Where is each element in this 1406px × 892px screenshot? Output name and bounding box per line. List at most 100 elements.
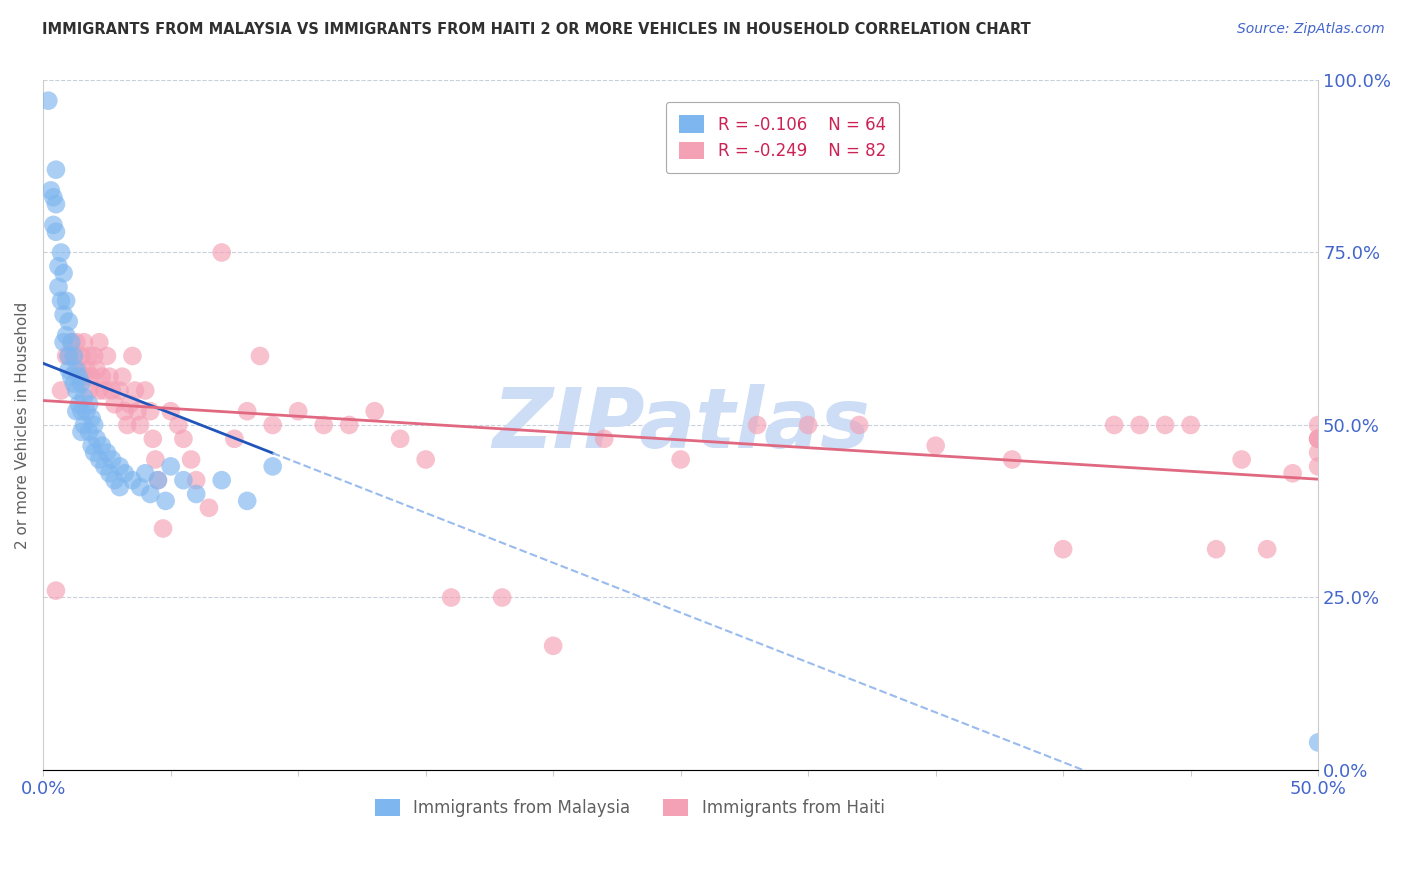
Point — [73, 335, 96, 350]
Point — [89, 335, 111, 350]
Point — [90, 369, 112, 384]
Point — [172, 473, 194, 487]
Point — [121, 473, 143, 487]
Point — [52, 266, 75, 280]
Point — [80, 439, 103, 453]
Point — [491, 591, 513, 605]
Point — [172, 432, 194, 446]
Point — [262, 459, 284, 474]
Point — [541, 639, 564, 653]
Point — [108, 480, 131, 494]
Point — [118, 397, 141, 411]
Point — [45, 225, 67, 239]
Point — [49, 384, 72, 398]
Point — [1308, 735, 1330, 749]
Point — [37, 94, 59, 108]
Point — [65, 335, 87, 350]
Point — [58, 314, 80, 328]
Point — [58, 363, 80, 377]
Text: IMMIGRANTS FROM MALAYSIA VS IMMIGRANTS FROM HAITI 2 OR MORE VEHICLES IN HOUSEHOL: IMMIGRANTS FROM MALAYSIA VS IMMIGRANTS F… — [42, 22, 1031, 37]
Point — [55, 328, 77, 343]
Point — [76, 363, 98, 377]
Point — [80, 369, 103, 384]
Point — [415, 452, 437, 467]
Point — [83, 445, 105, 459]
Point — [108, 459, 131, 474]
Point — [142, 432, 165, 446]
Point — [198, 500, 221, 515]
Point — [62, 349, 84, 363]
Point — [70, 376, 93, 391]
Point — [1308, 432, 1330, 446]
Point — [101, 384, 124, 398]
Point — [77, 384, 100, 398]
Point — [1001, 452, 1024, 467]
Point — [236, 404, 259, 418]
Point — [89, 452, 111, 467]
Point — [262, 417, 284, 432]
Point — [62, 376, 84, 391]
Point — [440, 591, 463, 605]
Point — [134, 467, 156, 481]
Point — [98, 467, 121, 481]
Point — [55, 293, 77, 308]
Point — [67, 397, 90, 411]
Point — [924, 439, 946, 453]
Point — [62, 349, 84, 363]
Point — [60, 335, 83, 350]
Point — [186, 473, 208, 487]
Point — [389, 432, 412, 446]
Point — [1102, 417, 1125, 432]
Point — [312, 417, 335, 432]
Point — [134, 384, 156, 398]
Point — [65, 384, 87, 398]
Point — [1308, 417, 1330, 432]
Legend: Immigrants from Malaysia, Immigrants from Haiti: Immigrants from Malaysia, Immigrants fro… — [368, 792, 891, 824]
Point — [211, 473, 233, 487]
Point — [363, 404, 385, 418]
Point — [117, 417, 139, 432]
Point — [111, 369, 134, 384]
Point — [76, 404, 98, 418]
Point — [65, 363, 87, 377]
Point — [121, 349, 143, 363]
Point — [60, 369, 83, 384]
Point — [669, 452, 692, 467]
Point — [1052, 542, 1074, 557]
Point — [152, 521, 174, 535]
Point — [83, 349, 105, 363]
Point — [104, 397, 127, 411]
Point — [86, 432, 108, 446]
Point — [287, 404, 309, 418]
Point — [159, 459, 181, 474]
Point — [1129, 417, 1152, 432]
Point — [1308, 459, 1330, 474]
Point — [1230, 452, 1253, 467]
Point — [124, 384, 146, 398]
Point — [848, 417, 870, 432]
Point — [127, 404, 149, 418]
Point — [167, 417, 190, 432]
Point — [73, 391, 96, 405]
Point — [90, 439, 112, 453]
Point — [155, 494, 177, 508]
Point — [89, 384, 111, 398]
Point — [77, 397, 100, 411]
Point — [49, 245, 72, 260]
Point — [67, 363, 90, 377]
Point — [145, 452, 167, 467]
Point — [42, 218, 65, 232]
Point — [65, 404, 87, 418]
Point — [114, 467, 136, 481]
Point — [58, 349, 80, 363]
Point — [180, 452, 202, 467]
Point — [45, 197, 67, 211]
Point — [139, 487, 162, 501]
Point — [77, 425, 100, 439]
Point — [211, 245, 233, 260]
Point — [249, 349, 271, 363]
Point — [224, 432, 246, 446]
Text: ZIPatlas: ZIPatlas — [492, 384, 869, 466]
Point — [1256, 542, 1278, 557]
Point — [129, 480, 152, 494]
